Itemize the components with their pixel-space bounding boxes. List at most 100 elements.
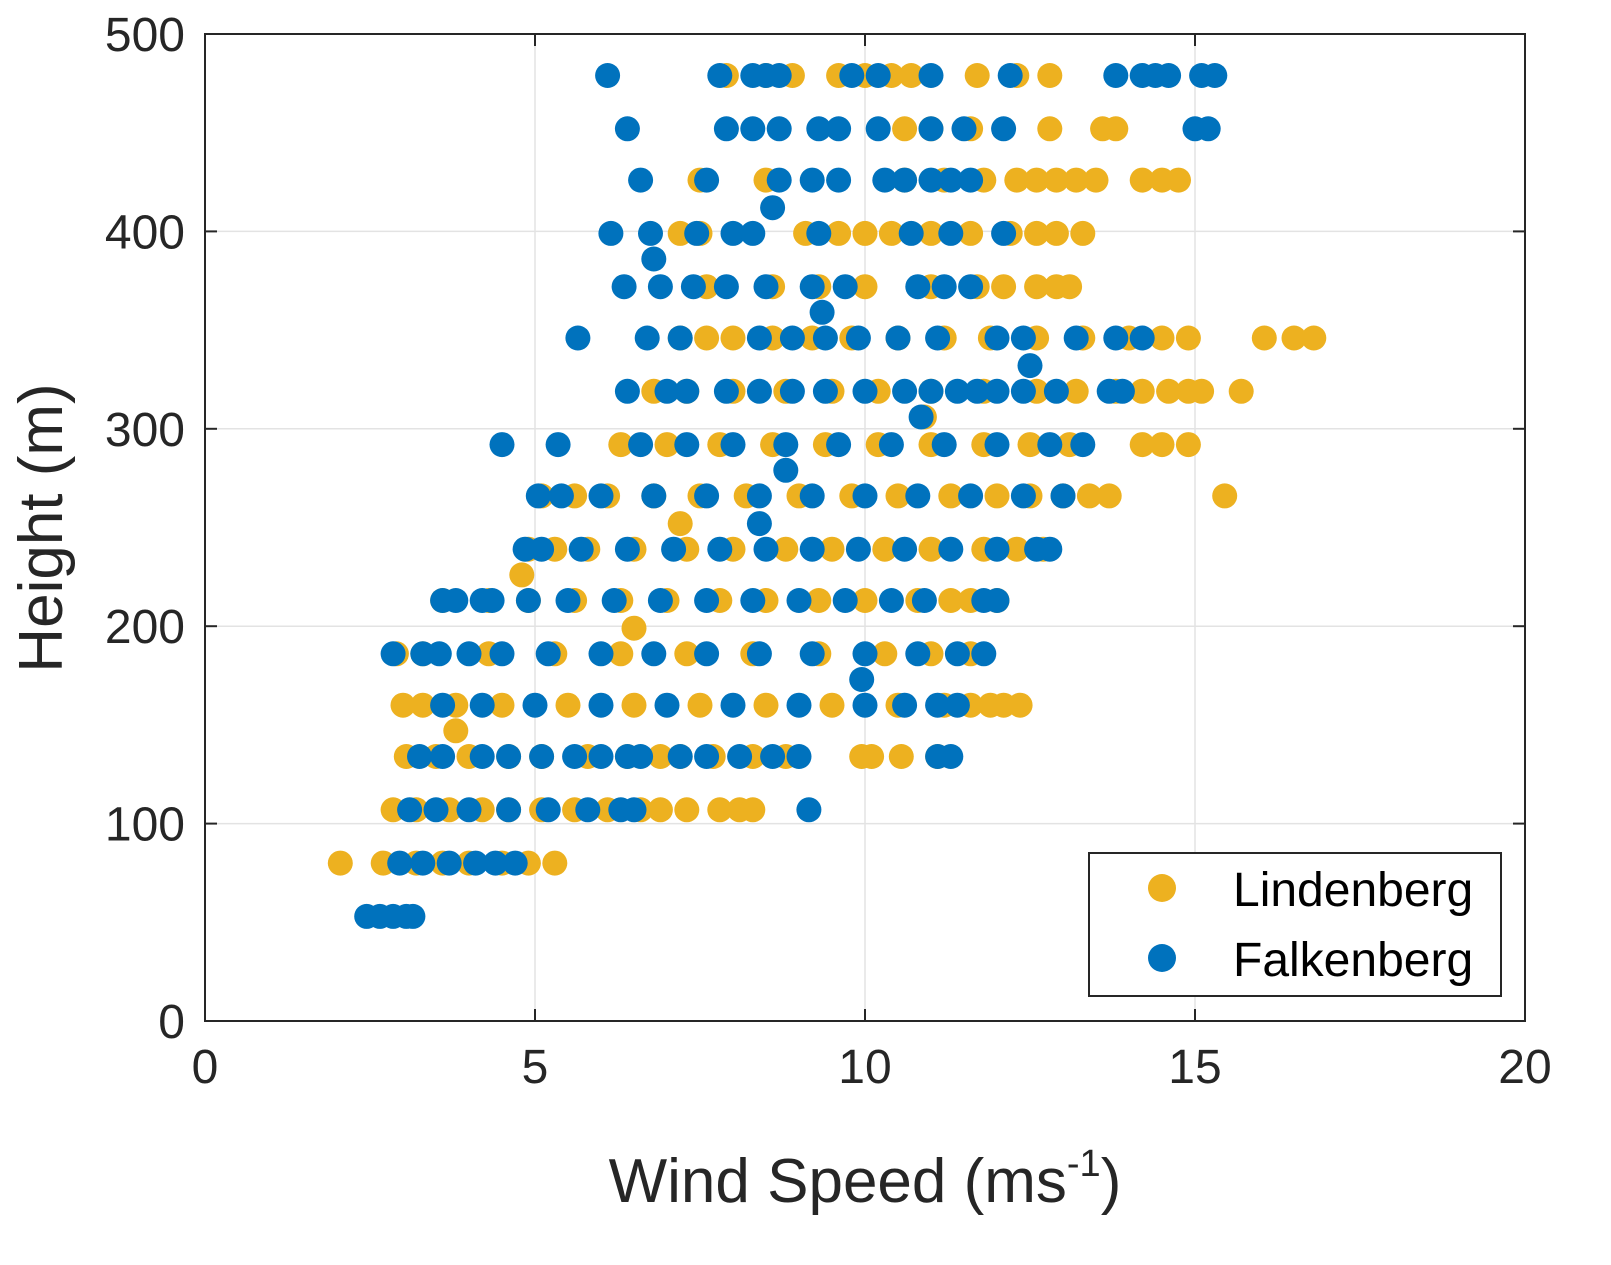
point-lindenberg	[1083, 167, 1109, 193]
point-falkenberg	[482, 850, 508, 876]
point-lindenberg	[918, 536, 944, 562]
point-falkenberg	[799, 483, 825, 509]
point-falkenberg	[707, 63, 733, 88]
point-falkenberg	[1103, 325, 1129, 351]
point-falkenberg	[694, 744, 720, 769]
point-falkenberg	[898, 220, 924, 246]
point-falkenberg	[958, 274, 984, 300]
point-falkenberg	[713, 274, 739, 300]
point-falkenberg	[826, 167, 852, 193]
point-falkenberg	[588, 692, 614, 718]
point-falkenberg	[588, 483, 614, 509]
point-lindenberg	[888, 744, 914, 769]
point-lindenberg	[509, 562, 535, 588]
point-falkenberg	[641, 483, 667, 509]
point-falkenberg	[892, 167, 918, 193]
point-falkenberg	[456, 797, 482, 823]
point-lindenberg	[852, 588, 878, 613]
point-falkenberg	[1010, 325, 1036, 351]
point-falkenberg	[786, 744, 812, 769]
point-lindenberg	[654, 432, 680, 458]
point-falkenberg	[628, 744, 654, 769]
point-lindenberg	[859, 744, 885, 769]
point-lindenberg	[1129, 167, 1155, 193]
point-falkenberg	[515, 588, 541, 613]
point-falkenberg	[911, 588, 937, 613]
x-tick-label: 20	[1498, 1041, 1551, 1094]
point-lindenberg	[489, 692, 515, 718]
point-lindenberg	[720, 325, 746, 351]
point-falkenberg	[496, 797, 522, 823]
point-falkenberg	[872, 167, 898, 193]
point-lindenberg	[667, 511, 693, 537]
point-falkenberg	[984, 588, 1010, 613]
point-lindenberg	[852, 274, 878, 300]
point-falkenberg	[786, 588, 812, 613]
point-lindenberg	[819, 536, 845, 562]
point-falkenberg	[1017, 353, 1043, 379]
legend-label-falkenberg: Falkenberg	[1233, 934, 1473, 987]
point-falkenberg	[832, 588, 858, 613]
point-lindenberg	[872, 641, 898, 667]
point-falkenberg	[799, 274, 825, 300]
point-falkenberg	[958, 167, 984, 193]
point-lindenberg	[707, 797, 733, 823]
point-falkenberg	[773, 432, 799, 458]
point-lindenberg	[674, 641, 700, 667]
x-tick-label: 15	[1168, 1041, 1221, 1094]
point-falkenberg	[641, 641, 667, 667]
point-falkenberg	[1195, 116, 1221, 142]
point-falkenberg	[852, 641, 878, 667]
point-falkenberg	[826, 432, 852, 458]
point-falkenberg	[796, 797, 822, 823]
point-lindenberg	[694, 325, 720, 351]
point-lindenberg	[898, 63, 924, 88]
point-lindenberg	[1281, 325, 1307, 351]
point-falkenberg	[1037, 536, 1063, 562]
point-falkenberg	[984, 432, 1010, 458]
point-lindenberg	[1004, 536, 1030, 562]
point-falkenberg	[400, 903, 426, 929]
point-falkenberg	[905, 274, 931, 300]
point-falkenberg	[766, 116, 792, 142]
point-falkenberg	[463, 850, 489, 876]
point-falkenberg	[964, 378, 990, 404]
point-falkenberg	[641, 246, 667, 272]
point-falkenberg	[806, 220, 832, 246]
point-falkenberg	[638, 220, 663, 246]
point-falkenberg	[746, 325, 772, 351]
point-falkenberg	[849, 667, 875, 692]
x-tick-label: 10	[838, 1041, 891, 1094]
point-falkenberg	[568, 536, 594, 562]
point-falkenberg	[588, 641, 614, 667]
point-falkenberg	[469, 744, 495, 769]
point-lindenberg	[1129, 432, 1155, 458]
point-falkenberg	[779, 378, 805, 404]
point-falkenberg	[806, 116, 832, 142]
x-tick-label: 5	[522, 1041, 549, 1094]
point-falkenberg	[944, 378, 970, 404]
point-lindenberg	[1149, 432, 1175, 458]
point-falkenberg	[647, 588, 673, 613]
point-falkenberg	[694, 588, 720, 613]
point-falkenberg	[991, 220, 1017, 246]
point-falkenberg	[773, 457, 799, 483]
point-falkenberg	[740, 116, 766, 142]
point-lindenberg	[674, 797, 700, 823]
point-lindenberg	[555, 692, 581, 718]
point-falkenberg	[984, 536, 1010, 562]
point-lindenberg	[1063, 167, 1089, 193]
point-falkenberg	[812, 378, 838, 404]
point-falkenberg	[489, 641, 515, 667]
point-lindenberg	[410, 692, 436, 718]
point-falkenberg	[456, 641, 482, 667]
point-lindenberg	[1301, 325, 1327, 351]
point-falkenberg	[1043, 378, 1069, 404]
point-falkenberg	[628, 432, 654, 458]
point-lindenberg	[1096, 483, 1122, 509]
point-falkenberg	[753, 274, 779, 300]
point-falkenberg	[611, 274, 637, 300]
point-lindenberg	[1024, 167, 1050, 193]
point-falkenberg	[892, 692, 918, 718]
point-lindenberg	[740, 797, 766, 823]
